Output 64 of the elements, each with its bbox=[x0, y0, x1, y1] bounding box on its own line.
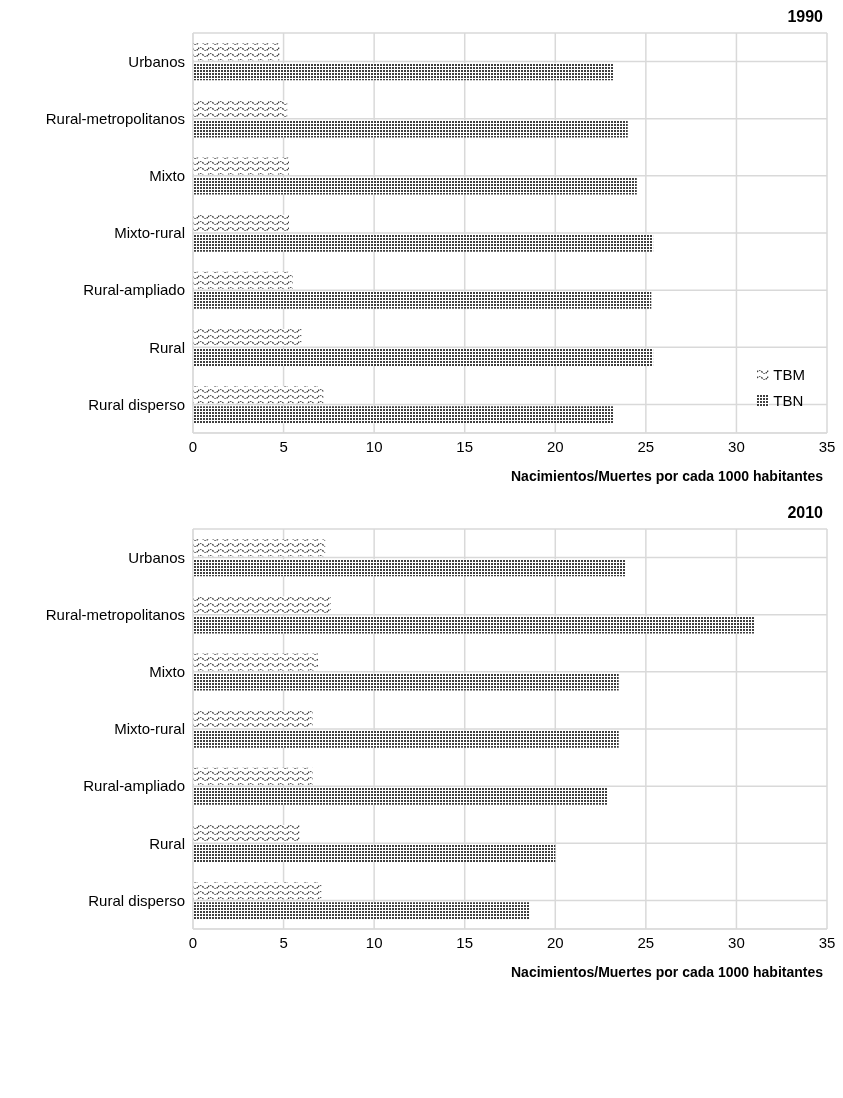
y-tick-label: Rural bbox=[149, 338, 185, 356]
legend-label: TBN bbox=[773, 391, 804, 411]
x-tick-label: 0 bbox=[188, 933, 198, 951]
bar bbox=[193, 767, 313, 785]
bar bbox=[193, 157, 290, 175]
bar bbox=[193, 120, 628, 138]
bar bbox=[193, 710, 313, 728]
bar bbox=[193, 730, 619, 748]
bar bbox=[193, 596, 331, 614]
y-tick-label: Rural-ampliado bbox=[83, 777, 185, 795]
bar bbox=[193, 291, 652, 309]
bar bbox=[193, 616, 755, 634]
x-tick-label: 20 bbox=[546, 933, 564, 951]
bar bbox=[193, 406, 614, 424]
bar bbox=[193, 673, 619, 691]
bar bbox=[193, 214, 290, 232]
bar bbox=[193, 559, 626, 577]
bar bbox=[193, 271, 293, 289]
y-tick-label: Rural-metropolitanos bbox=[45, 606, 185, 624]
x-tick-label: 5 bbox=[279, 437, 288, 455]
y-tick-label: Mixto-rural bbox=[114, 720, 185, 738]
x-tick-label: 15 bbox=[456, 933, 474, 951]
x-axis-title: Nacimientos/Muertes por cada 1000 habitantes bbox=[510, 964, 824, 980]
y-tick-label: Mixto bbox=[149, 663, 185, 681]
x-tick-label: 25 bbox=[637, 437, 655, 455]
bar bbox=[193, 386, 324, 404]
bar bbox=[193, 539, 326, 557]
bar bbox=[193, 825, 300, 842]
bar bbox=[193, 787, 608, 805]
x-tick-label: 35 bbox=[818, 933, 836, 951]
y-tick-label: Rural disperso bbox=[88, 395, 185, 413]
x-axis-title: Nacimientos/Muertes por cada 1000 habitantes bbox=[510, 468, 824, 484]
x-tick-label: 0 bbox=[188, 437, 198, 455]
chart-title: 2010 bbox=[786, 504, 824, 523]
legend-label: TBM bbox=[773, 365, 805, 385]
x-tick-label: 15 bbox=[456, 437, 474, 455]
x-tick-label: 35 bbox=[818, 437, 836, 455]
y-tick-label: Urbanos bbox=[128, 52, 185, 70]
y-tick-label: Rural-ampliado bbox=[83, 281, 185, 299]
y-tick-label: Mixto bbox=[149, 167, 185, 185]
y-tick-label: Rural bbox=[149, 834, 185, 852]
bar bbox=[193, 653, 318, 671]
y-tick-label: Rural-metropolitanos bbox=[45, 110, 185, 128]
x-tick-label: 20 bbox=[546, 437, 564, 455]
chart-title: 1990 bbox=[786, 8, 824, 27]
bar bbox=[193, 349, 654, 366]
bar bbox=[193, 902, 530, 920]
bar bbox=[193, 329, 302, 346]
x-tick-label: 30 bbox=[728, 933, 745, 951]
x-tick-label: 5 bbox=[279, 933, 288, 951]
y-tick-label: Urbanos bbox=[128, 548, 185, 566]
y-tick-label: Rural disperso bbox=[88, 891, 185, 909]
bar bbox=[193, 234, 654, 252]
bar bbox=[193, 63, 614, 81]
bar bbox=[193, 882, 322, 900]
y-tick-label: Mixto-rural bbox=[114, 224, 185, 242]
bar bbox=[193, 43, 280, 61]
x-tick-label: 10 bbox=[365, 933, 383, 951]
x-tick-label: 30 bbox=[728, 437, 745, 455]
bar bbox=[193, 100, 288, 118]
bar bbox=[193, 177, 637, 195]
bar bbox=[193, 845, 556, 862]
x-tick-label: 25 bbox=[637, 933, 655, 951]
x-tick-label: 10 bbox=[365, 437, 383, 455]
